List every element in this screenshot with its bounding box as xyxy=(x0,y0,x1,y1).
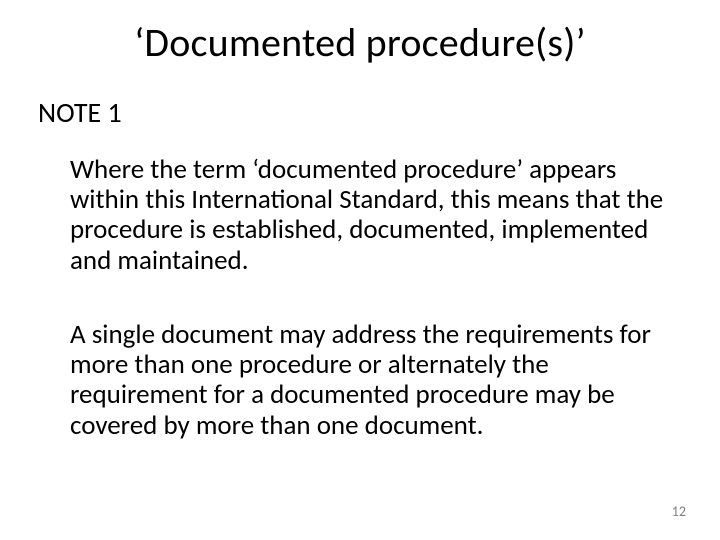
slide: ‘Documented procedure(s)’ NOTE 1 Where t… xyxy=(0,0,720,540)
slide-title: ‘Documented procedure(s)’ xyxy=(0,18,720,67)
page-number: 12 xyxy=(672,503,686,520)
body-paragraph-2: A single document may address the requir… xyxy=(70,320,665,441)
body-paragraph-1: Where the term ‘documented procedure’ ap… xyxy=(70,155,665,276)
note-label: NOTE 1 xyxy=(38,95,122,130)
